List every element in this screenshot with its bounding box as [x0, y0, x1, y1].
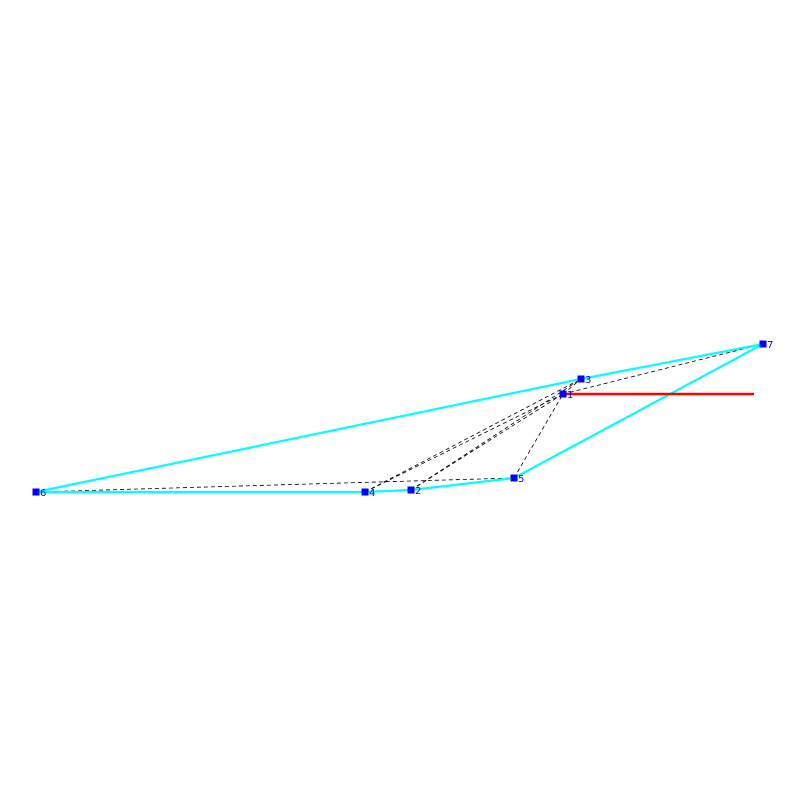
hull-polygon: [34, 342, 765, 494]
vertex-marker-5[interactable]: [510, 474, 518, 482]
hull-edge-4-2: [363, 488, 413, 494]
vertex-label-6: 6: [40, 488, 46, 499]
vertex-layer: 1 2 3 4 5 6 7: [32, 340, 773, 499]
vertex-label-4: 4: [369, 488, 375, 499]
vertex-marker-7[interactable]: [759, 340, 767, 348]
vertex-marker-2[interactable]: [407, 486, 415, 494]
triangulation-edge-4-1: [364, 393, 564, 493]
triangulation-edge-1-7: [562, 343, 764, 395]
triangulation-edge-4-3: [364, 378, 582, 493]
triangulation-edge-5-1: [513, 393, 564, 479]
hull-edge-2-5: [409, 476, 516, 492]
hull-edge-5-7: [512, 342, 765, 480]
vertex-label-1: 1: [567, 390, 573, 401]
triangulation-edge-2-1: [410, 393, 564, 491]
vertex-label-3: 3: [585, 375, 591, 386]
hull-edge-7-3: [579, 342, 765, 381]
vertex-marker-6[interactable]: [32, 488, 40, 496]
hull-edge-3-6: [34, 377, 583, 494]
vertex-marker-1[interactable]: [559, 390, 567, 398]
triangulation-edge-2-3: [410, 378, 582, 491]
vertex-marker-4[interactable]: [361, 488, 369, 496]
vertex-label-7: 7: [767, 340, 773, 351]
vertex-label-2: 2: [415, 486, 421, 497]
vertex-marker-3[interactable]: [577, 375, 585, 383]
vertex-label-5: 5: [518, 474, 524, 485]
triangulation-edge-6-5: [35, 477, 515, 493]
